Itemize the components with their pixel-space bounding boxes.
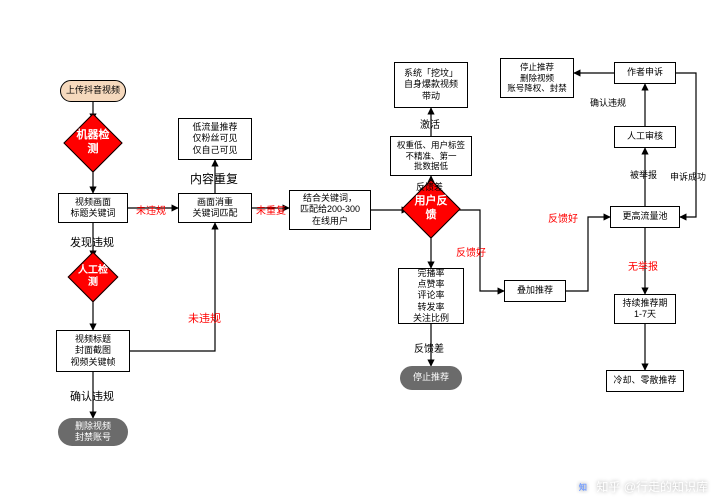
node-label: 权重低、用户标签 不精准、第一 批数据低 bbox=[397, 140, 465, 172]
node-stopRec: 停止推荐 bbox=[400, 366, 462, 390]
node-highPool: 更高流量池 bbox=[610, 206, 680, 228]
lbl-findViolation: 发现违规 bbox=[70, 234, 114, 250]
node-authorAppeal: 作者申诉 bbox=[614, 62, 676, 84]
node-label: 完播率 点赞率 评论率 转发率 关注比例 bbox=[413, 268, 449, 324]
watermark: 知 知乎 @行走的知识库 bbox=[576, 478, 708, 495]
lbl-notViol1: 未违规 bbox=[136, 202, 166, 217]
watermark-text: 知乎 @行走的知识库 bbox=[596, 478, 708, 495]
node-stackRec: 叠加推荐 bbox=[504, 280, 566, 302]
node-label: 停止推荐 bbox=[413, 372, 449, 383]
flowchart-canvas: 上传抖音视频机器检测视频画面 标题关键词人工检测视频标题 封面截图 视频关键帧删… bbox=[0, 0, 720, 503]
node-label: 作者申诉 bbox=[627, 67, 663, 78]
node-stopRecTop: 停止推荐 删除视频 账号降权、封禁 bbox=[500, 58, 574, 98]
node-label: 机器检测 bbox=[72, 129, 114, 157]
node-label: 视频画面 标题关键词 bbox=[70, 197, 115, 220]
node-machineCheck: 机器检测 bbox=[72, 122, 114, 164]
node-label: 叠加推荐 bbox=[517, 285, 553, 296]
node-label: 画面消重 关键词匹配 bbox=[192, 197, 237, 220]
node-label: 持续推荐期 1-7天 bbox=[622, 298, 667, 321]
node-manualReview: 人工审核 bbox=[614, 126, 676, 148]
node-label: 冷却、零散推荐 bbox=[613, 375, 676, 386]
node-keepRec: 持续推荐期 1-7天 bbox=[614, 294, 676, 324]
node-videoTitle: 视频画面 标题关键词 bbox=[58, 193, 128, 223]
lbl-noReport: 无举报 bbox=[628, 258, 658, 273]
node-label: 结合关键词， 匹配给200-300 在线用户 bbox=[300, 193, 360, 227]
node-label: 系统「挖坟」 自身爆款视频 带动 bbox=[404, 68, 458, 102]
node-label: 上传抖音视频 bbox=[66, 85, 120, 96]
node-metrics: 完播率 点赞率 评论率 转发率 关注比例 bbox=[398, 268, 464, 324]
lbl-confirmViol: 确认违规 bbox=[70, 388, 114, 404]
lbl-fbGood2: 反馈好 bbox=[548, 210, 578, 225]
lbl-reported: 被举报 bbox=[630, 168, 657, 181]
lbl-notDup: 未重复 bbox=[256, 202, 286, 217]
node-label: 视频标题 封面截图 视频关键帧 bbox=[70, 334, 115, 368]
lbl-activate: 激活 bbox=[420, 116, 440, 131]
node-label: 用户反馈 bbox=[410, 195, 452, 223]
node-deleteVideo: 删除视频 封禁账号 bbox=[58, 418, 128, 446]
node-label: 人工检测 bbox=[75, 265, 111, 290]
node-label: 低流量推荐 仅粉丝可见 仅自己可见 bbox=[192, 122, 237, 156]
lbl-confirmViol2: 确认违规 bbox=[590, 96, 626, 109]
node-label: 删除视频 封禁账号 bbox=[75, 421, 111, 444]
node-dedup: 画面消重 关键词匹配 bbox=[178, 193, 252, 223]
lbl-notViol2: 未违规 bbox=[188, 310, 221, 326]
node-label: 更高流量池 bbox=[622, 211, 667, 222]
node-label: 停止推荐 删除视频 账号降权、封禁 bbox=[507, 62, 567, 94]
lbl-appealOk: 申诉成功 bbox=[670, 170, 706, 183]
node-lowTraffic: 低流量推荐 仅粉丝可见 仅自己可见 bbox=[178, 118, 252, 160]
edge-stackRec-highPool bbox=[566, 217, 610, 291]
lbl-fbGood1: 反馈好 bbox=[456, 244, 486, 259]
node-systemWakou: 系统「挖坟」 自身爆款视频 带动 bbox=[394, 62, 468, 108]
lbl-fbBad2: 反馈差 bbox=[414, 340, 444, 355]
node-titleCover: 视频标题 封面截图 视频关键帧 bbox=[56, 330, 130, 372]
node-userFeedback: 用户反馈 bbox=[410, 188, 452, 230]
node-start: 上传抖音视频 bbox=[60, 80, 126, 102]
node-manualCheck: 人工检测 bbox=[75, 259, 111, 295]
node-matchUser: 结合关键词， 匹配给200-300 在线用户 bbox=[289, 190, 371, 230]
node-label: 人工审核 bbox=[627, 131, 663, 142]
svg-text:知: 知 bbox=[578, 481, 587, 491]
zhihu-icon: 知 bbox=[576, 480, 590, 494]
lbl-dupContent: 内容重复 bbox=[190, 170, 238, 187]
node-coolDown: 冷却、零散推荐 bbox=[606, 370, 684, 392]
edge-authorAppeal-highPool bbox=[676, 73, 696, 217]
node-weightLow: 权重低、用户标签 不精准、第一 批数据低 bbox=[390, 136, 472, 176]
edge-titleCover-dedup bbox=[130, 223, 215, 351]
